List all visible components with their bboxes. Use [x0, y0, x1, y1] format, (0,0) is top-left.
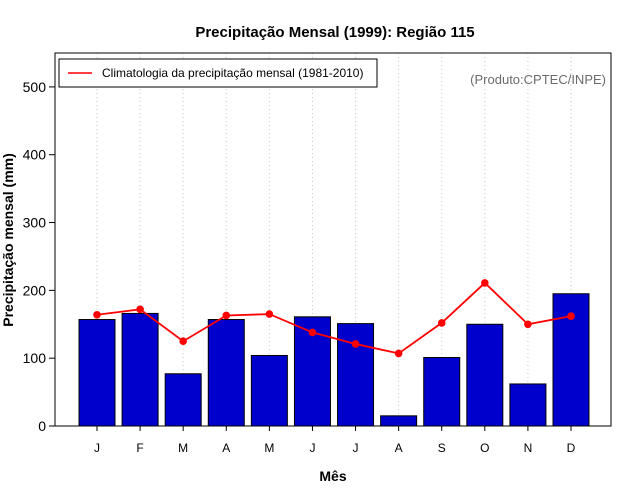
legend-box: [58, 58, 378, 88]
bar: [250, 354, 288, 427]
y-tick-label: 200: [23, 282, 47, 298]
x-tick-label: A: [395, 441, 403, 455]
bar: [337, 323, 375, 427]
bar: [207, 319, 245, 427]
bar: [121, 312, 159, 427]
x-tick-label: J: [353, 441, 359, 455]
y-tick-label: 0: [38, 418, 46, 434]
bar: [423, 357, 461, 427]
bar: [78, 319, 116, 427]
climatology-line: [96, 281, 572, 355]
climatology-point: [136, 305, 144, 314]
bar: [509, 383, 547, 427]
climatology-series: [93, 279, 575, 358]
climatology-point: [524, 320, 532, 329]
y-tick-label: 300: [23, 215, 47, 231]
climatology-point: [93, 310, 101, 319]
y-axis-label: Precipitação mensal (mm): [0, 153, 16, 327]
bar: [466, 323, 504, 427]
x-tick-label: M: [178, 441, 188, 455]
plot-frame: [54, 52, 612, 427]
y-tick-label: 500: [23, 79, 47, 95]
climatology-point: [265, 310, 274, 318]
chart-title: Precipitação Mensal (1999): Região 115: [195, 24, 474, 41]
y-tick-label: 100: [23, 350, 47, 366]
x-tick-label: F: [136, 441, 143, 455]
climatology-point: [308, 328, 317, 337]
x-tick-label: N: [524, 441, 533, 455]
legend: Climatologia da precipitação mensal (198…: [58, 58, 378, 88]
bar-series: [78, 293, 590, 427]
bar: [380, 415, 418, 427]
climatology-point: [567, 312, 575, 320]
x-axis-label: Mês: [319, 468, 346, 484]
bar: [164, 373, 202, 427]
climatology-point: [179, 337, 187, 346]
x-tick-label: A: [222, 441, 230, 455]
climatology-point: [222, 311, 231, 320]
climatology-point: [351, 340, 360, 348]
climatology-point: [394, 349, 403, 358]
climatology-point: [481, 279, 489, 287]
axes: 0 100 200 300 400 500 J F M A M J J A S O N D: [23, 79, 576, 455]
x-tick-label: M: [264, 441, 274, 455]
climatology-point: [437, 319, 446, 327]
x-tick-label: D: [567, 441, 576, 455]
source-credit: (Produto:CPTEC/INPE): [470, 72, 606, 87]
x-tick-label: O: [480, 441, 489, 455]
y-tick-label: 400: [23, 147, 47, 163]
x-tick-label: J: [94, 441, 100, 455]
x-tick-label: J: [309, 441, 315, 455]
legend-entry-climatology: Climatologia da precipitação mensal (198…: [102, 66, 363, 80]
x-tick-label: S: [438, 441, 446, 455]
